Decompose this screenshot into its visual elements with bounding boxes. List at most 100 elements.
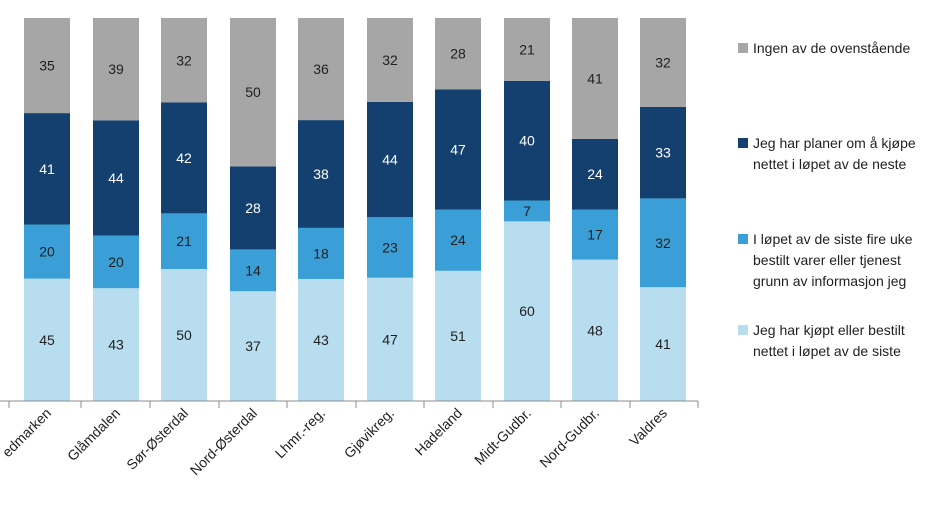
data-label: 47 bbox=[450, 142, 466, 158]
data-label: 39 bbox=[108, 61, 124, 77]
bar-segment-Hadeland-s3 bbox=[435, 18, 481, 90]
data-label: 41 bbox=[39, 161, 55, 177]
data-label: 21 bbox=[176, 233, 192, 249]
legend-label: nettet i løpet av de neste bbox=[753, 156, 907, 172]
bar-segment-Nord-Østerdal-s3 bbox=[230, 18, 276, 167]
bar-segment-Nord-Gudbr.-s1 bbox=[572, 209, 618, 260]
data-label: 20 bbox=[108, 254, 124, 270]
legend-swatch bbox=[738, 234, 748, 244]
data-label: 47 bbox=[382, 331, 398, 347]
legend-item: Ingen av de ovenstående bbox=[738, 38, 928, 59]
bar-segment-Nord-Gudbr.-s2 bbox=[572, 138, 618, 210]
bar-segment-Hedmarken-s2 bbox=[24, 113, 70, 225]
x-axis bbox=[0, 400, 699, 408]
x-tick-label: Sør-Østerdal bbox=[123, 405, 191, 473]
bar-segment-Nord-Østerdal-s1 bbox=[230, 249, 276, 292]
data-label: 32 bbox=[382, 52, 398, 68]
data-label: 41 bbox=[587, 70, 603, 86]
data-label: 32 bbox=[655, 235, 671, 251]
bar-segment-Midt-Gudbr.-s1 bbox=[504, 200, 550, 222]
legend-label: Ingen av de ovenstående bbox=[753, 40, 911, 56]
data-label: 35 bbox=[39, 58, 55, 74]
bar-segment-Glåmdalen-s2 bbox=[93, 120, 139, 236]
data-label: 37 bbox=[245, 338, 261, 354]
legend-label: nettet i løpet av de siste bbox=[753, 343, 901, 359]
data-label: 33 bbox=[655, 145, 671, 161]
data-label: 50 bbox=[245, 84, 261, 100]
bar-segment-Lhmr.-reg.-s3 bbox=[298, 18, 344, 121]
x-axis-labels: edmarken Glåmdalen Sør-ØsterdalNord-Østerd… bbox=[0, 405, 670, 478]
legend-item: I løpet av de siste fire uke bestilt vare… bbox=[738, 229, 928, 292]
bar-segment-Nord-Østerdal-s0 bbox=[230, 291, 276, 401]
bar-segment-Hadeland-s2 bbox=[435, 89, 481, 210]
legend-label: Jeg har planer om å kjøpe bbox=[753, 135, 916, 151]
bar-segment-Valdres-s2 bbox=[640, 106, 686, 199]
bar-segment-Gjøvikreg.-s1 bbox=[367, 217, 413, 278]
bar-segment-Glåmdalen-s0 bbox=[93, 288, 139, 401]
bar-segment-Valdres-s3 bbox=[640, 18, 686, 107]
bar-segment-Sør-Østerdal-s2 bbox=[161, 102, 207, 214]
data-label: 14 bbox=[245, 262, 261, 278]
data-label: 48 bbox=[587, 322, 603, 338]
data-label: 24 bbox=[450, 232, 466, 248]
x-tick-label: Midt-Gudbr. bbox=[471, 405, 534, 468]
x-tick-label: Lhmr.-reg. bbox=[272, 405, 328, 461]
bar-segment-Lhmr.-reg.-s2 bbox=[298, 120, 344, 228]
x-tick-label: Valdres bbox=[626, 405, 670, 449]
bar-segment-Lhmr.-reg.-s0 bbox=[298, 279, 344, 401]
data-label: 32 bbox=[176, 52, 192, 68]
data-label: 28 bbox=[450, 46, 466, 62]
bar-segment-Nord-Gudbr.-s3 bbox=[572, 18, 618, 139]
bar-segment-Hadeland-s0 bbox=[435, 270, 481, 401]
bar-segment-Gjøvikreg.-s3 bbox=[367, 18, 413, 102]
data-label: 36 bbox=[313, 61, 329, 77]
data-label: 38 bbox=[313, 166, 329, 182]
bar-segment-Midt-Gudbr.-s3 bbox=[504, 18, 550, 81]
bar-segment-Nord-Østerdal-s2 bbox=[230, 166, 276, 250]
data-label: 41 bbox=[655, 336, 671, 352]
legend-swatch bbox=[738, 138, 748, 148]
legend-swatch bbox=[738, 43, 748, 53]
data-label: 50 bbox=[176, 327, 192, 343]
data-label: 60 bbox=[519, 303, 535, 319]
data-label: 44 bbox=[382, 152, 398, 168]
legend-label: bestilt varer eller tjenest bbox=[753, 252, 901, 268]
data-label: 32 bbox=[655, 54, 671, 70]
legend-swatch bbox=[738, 325, 748, 335]
legend-item: Jeg har planer om å kjøpe nettet i løpet … bbox=[738, 133, 928, 175]
data-label: 17 bbox=[587, 227, 603, 243]
x-tick-label: Nord-Østerdal bbox=[187, 405, 260, 478]
data-label: 44 bbox=[108, 170, 124, 186]
bar-segment-Valdres-s0 bbox=[640, 287, 686, 401]
data-label: 21 bbox=[519, 41, 535, 57]
data-label: 51 bbox=[450, 328, 466, 344]
x-tick-label: Glåmdalen bbox=[64, 405, 123, 464]
x-tick-label: Hadeland bbox=[411, 405, 465, 459]
legend-label: grunn av informasjon jeg bbox=[753, 273, 907, 289]
bar-segment-Nord-Gudbr.-s0 bbox=[572, 259, 618, 401]
legend-item: Jeg har kjøpt eller bestilt nettet i løpe… bbox=[738, 320, 928, 362]
data-label: 24 bbox=[587, 166, 603, 182]
bar-segment-Midt-Gudbr.-s2 bbox=[504, 80, 550, 201]
data-label: 20 bbox=[39, 244, 55, 260]
bar-segment-Hedmarken-s1 bbox=[24, 224, 70, 279]
data-label: 43 bbox=[108, 337, 124, 353]
bar-segment-Sør-Østerdal-s0 bbox=[161, 268, 207, 401]
x-tick-label: Gjøvikreg. bbox=[341, 405, 397, 461]
data-label: 40 bbox=[519, 133, 535, 149]
bar-segment-Sør-Østerdal-s3 bbox=[161, 18, 207, 103]
data-label: 7 bbox=[523, 203, 531, 219]
bar-segment-Sør-Østerdal-s1 bbox=[161, 213, 207, 269]
bar-segment-Hedmarken-s3 bbox=[24, 18, 70, 114]
bar-segment-Midt-Gudbr.-s0 bbox=[504, 221, 550, 401]
data-label: 23 bbox=[382, 240, 398, 256]
data-label: 28 bbox=[245, 200, 261, 216]
legend-label: Jeg har kjøpt eller bestilt bbox=[753, 322, 905, 338]
bars-layer: 45 20 41 35 43 20 44 39 50 21 42 32 37 14 28 50 43 18 38 36… bbox=[24, 18, 686, 401]
bar-segment-Gjøvikreg.-s2 bbox=[367, 101, 413, 218]
bar-segment-Glåmdalen-s1 bbox=[93, 235, 139, 289]
data-label: 43 bbox=[313, 332, 329, 348]
bar-segment-Glåmdalen-s3 bbox=[93, 18, 139, 121]
bar-segment-Valdres-s1 bbox=[640, 198, 686, 288]
